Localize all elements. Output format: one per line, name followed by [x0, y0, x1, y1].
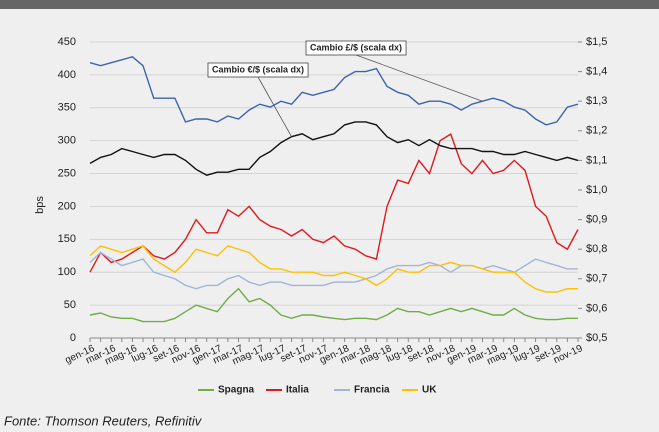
y-tick-label: 150: [58, 233, 76, 245]
y-tick-label: 100: [58, 266, 76, 278]
callout-leader: [355, 54, 483, 102]
y2-tick-label: $1,5: [586, 36, 607, 48]
legend-label: Francia: [354, 385, 390, 396]
y2-tick-label: $1,1: [586, 154, 607, 166]
y-tick-label: 300: [58, 135, 76, 147]
series-line: [89, 251, 578, 290]
series-line: [89, 56, 579, 126]
legend-label: UK: [422, 385, 437, 396]
y2-tick-label: $0,7: [586, 273, 607, 285]
y-tick-label: 0: [70, 332, 76, 344]
callout-leader: [257, 76, 292, 137]
callout-label: Cambio €/$ (scala dx): [212, 64, 304, 74]
series-line: [89, 133, 579, 273]
y2-tick-label: $1,4: [586, 66, 607, 78]
y2-tick-label: $0,8: [586, 243, 607, 255]
y-tick-label: 50: [64, 299, 76, 311]
y2-tick-label: $1,0: [586, 184, 607, 196]
series-line: [89, 287, 578, 323]
y-tick-label: 200: [58, 200, 76, 212]
y-tick-label: 250: [58, 167, 76, 179]
y-axis-label: bps: [34, 196, 46, 214]
y2-tick-label: $0,9: [586, 214, 607, 226]
series-line: [89, 245, 578, 293]
source: Fonte: Thomson Reuters, Refinitiv: [4, 413, 203, 428]
y2-tick-label: $0,5: [586, 332, 607, 344]
legend-label: Italia: [286, 385, 309, 396]
y-tick-label: 450: [58, 36, 76, 48]
y-tick-label: 350: [58, 102, 76, 114]
top-bar: [0, 0, 659, 9]
y2-tick-label: $0,6: [586, 302, 607, 314]
legend-label: Spagna: [218, 385, 255, 396]
y2-tick-label: $1,2: [586, 125, 607, 137]
series-line: [89, 121, 579, 176]
y-tick-label: 400: [58, 69, 76, 81]
y2-tick-label: $1,3: [586, 95, 607, 107]
callout-label: Cambio £/$ (scala dx): [310, 42, 402, 52]
